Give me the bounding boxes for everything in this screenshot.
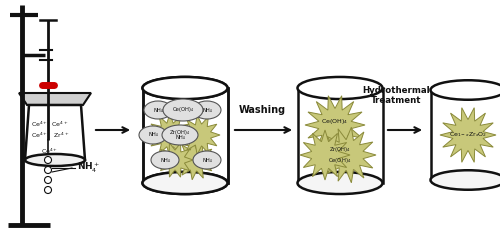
Ellipse shape xyxy=(430,170,500,190)
Ellipse shape xyxy=(25,154,85,166)
Polygon shape xyxy=(430,90,500,180)
Circle shape xyxy=(44,176,52,184)
Polygon shape xyxy=(148,113,192,157)
Ellipse shape xyxy=(298,172,382,194)
Text: Ce$^{4+}$  Ce$^{4+}$
Ce$^{4+}$   Zr$^{4+}$

Ce$^{4+}$: Ce$^{4+}$ Ce$^{4+}$ Ce$^{4+}$ Zr$^{4+}$ … xyxy=(31,120,69,156)
Ellipse shape xyxy=(193,151,221,169)
Ellipse shape xyxy=(430,80,500,100)
Circle shape xyxy=(44,167,52,174)
Text: Ce$_{1-x}$Zr$_x$O$_2$: Ce$_{1-x}$Zr$_x$O$_2$ xyxy=(449,131,487,139)
Text: Ce(OH)$_4$: Ce(OH)$_4$ xyxy=(322,118,348,126)
Text: Zr(OH)₄
NH₄: Zr(OH)₄ NH₄ xyxy=(170,130,190,140)
Polygon shape xyxy=(19,93,91,105)
Text: NH₄: NH₄ xyxy=(153,108,163,113)
Ellipse shape xyxy=(193,101,221,119)
Ellipse shape xyxy=(142,77,228,99)
Text: Ce(OH)₄: Ce(OH)₄ xyxy=(172,108,194,113)
Ellipse shape xyxy=(151,151,179,169)
Polygon shape xyxy=(157,143,193,177)
Ellipse shape xyxy=(162,125,198,145)
Ellipse shape xyxy=(142,172,228,194)
Text: NH₄: NH₄ xyxy=(160,157,170,162)
Ellipse shape xyxy=(298,77,382,99)
Polygon shape xyxy=(305,96,365,154)
Ellipse shape xyxy=(144,101,172,119)
Polygon shape xyxy=(300,130,350,180)
Polygon shape xyxy=(25,105,85,160)
Ellipse shape xyxy=(142,77,228,99)
Text: NH₄: NH₄ xyxy=(202,108,212,113)
Ellipse shape xyxy=(139,126,167,144)
Text: Hydrothermal
Treatment: Hydrothermal Treatment xyxy=(362,86,430,105)
Text: Washing: Washing xyxy=(238,105,286,115)
Polygon shape xyxy=(181,115,220,155)
Text: NH₄: NH₄ xyxy=(148,132,158,138)
Text: NH₄: NH₄ xyxy=(202,157,212,162)
Text: Zr(OH)$_4$
Ce(OH)$_4$: Zr(OH)$_4$ Ce(OH)$_4$ xyxy=(328,145,351,165)
Polygon shape xyxy=(298,88,382,183)
Ellipse shape xyxy=(142,172,228,194)
Text: NH$_4^+$: NH$_4^+$ xyxy=(77,161,100,175)
Polygon shape xyxy=(142,88,228,183)
Circle shape xyxy=(44,156,52,163)
Circle shape xyxy=(44,186,52,193)
Polygon shape xyxy=(142,88,228,183)
Polygon shape xyxy=(440,108,496,162)
Polygon shape xyxy=(176,140,215,180)
Polygon shape xyxy=(321,127,376,183)
Ellipse shape xyxy=(163,99,203,121)
